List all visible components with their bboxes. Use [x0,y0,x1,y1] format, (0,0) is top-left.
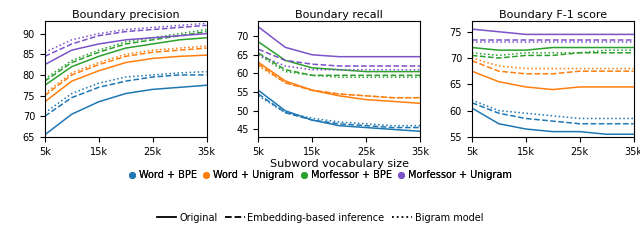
Legend: Word + BPE, Word + Unigram, Morfessor + BPE, Morfessor + Unigram: Word + BPE, Word + Unigram, Morfessor + … [124,166,516,184]
Title: Boundary F-1 score: Boundary F-1 score [499,10,607,21]
Legend: Original, Embedding-based inference, Bigram model: Original, Embedding-based inference, Big… [153,209,487,226]
Title: Boundary precision: Boundary precision [72,10,179,21]
Title: Boundary recall: Boundary recall [295,10,383,21]
X-axis label: Subword vocabulary size: Subword vocabulary size [269,159,409,169]
